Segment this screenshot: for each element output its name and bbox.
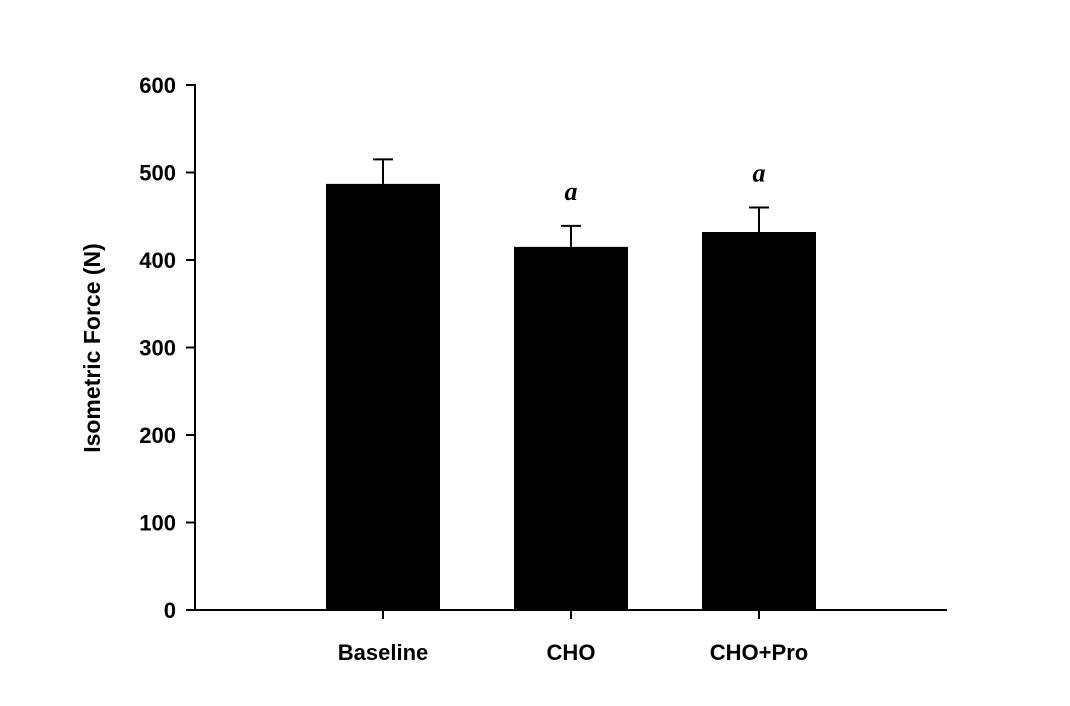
y-tick-label: 600 xyxy=(139,73,176,98)
significance-label: a xyxy=(753,159,766,188)
y-tick-label: 500 xyxy=(139,161,176,186)
y-ticks-group: 0 100 200 300 400 500 600 xyxy=(139,73,195,623)
annotations-group: aa xyxy=(565,159,766,206)
y-tick-label: 0 xyxy=(164,598,176,623)
error-bars-group xyxy=(373,158,769,247)
x-tick-label: CHO+Pro xyxy=(710,640,808,665)
y-tick-label: 100 xyxy=(139,511,176,536)
y-tick-label: 300 xyxy=(139,336,176,361)
y-tick-label: 200 xyxy=(139,423,176,448)
x-tick-label: Baseline xyxy=(338,640,429,665)
x-tick-label: CHO xyxy=(547,640,596,665)
bar-cho-pro xyxy=(702,232,816,610)
significance-label: a xyxy=(565,177,578,206)
bar-cho xyxy=(514,246,628,610)
y-tick-label: 400 xyxy=(139,248,176,273)
bar-baseline xyxy=(326,183,440,610)
x-ticks-group: Baseline CHO CHO+Pro xyxy=(338,610,808,665)
bars-group xyxy=(326,183,816,610)
y-axis-title: Isometric Force (N) xyxy=(79,243,105,453)
